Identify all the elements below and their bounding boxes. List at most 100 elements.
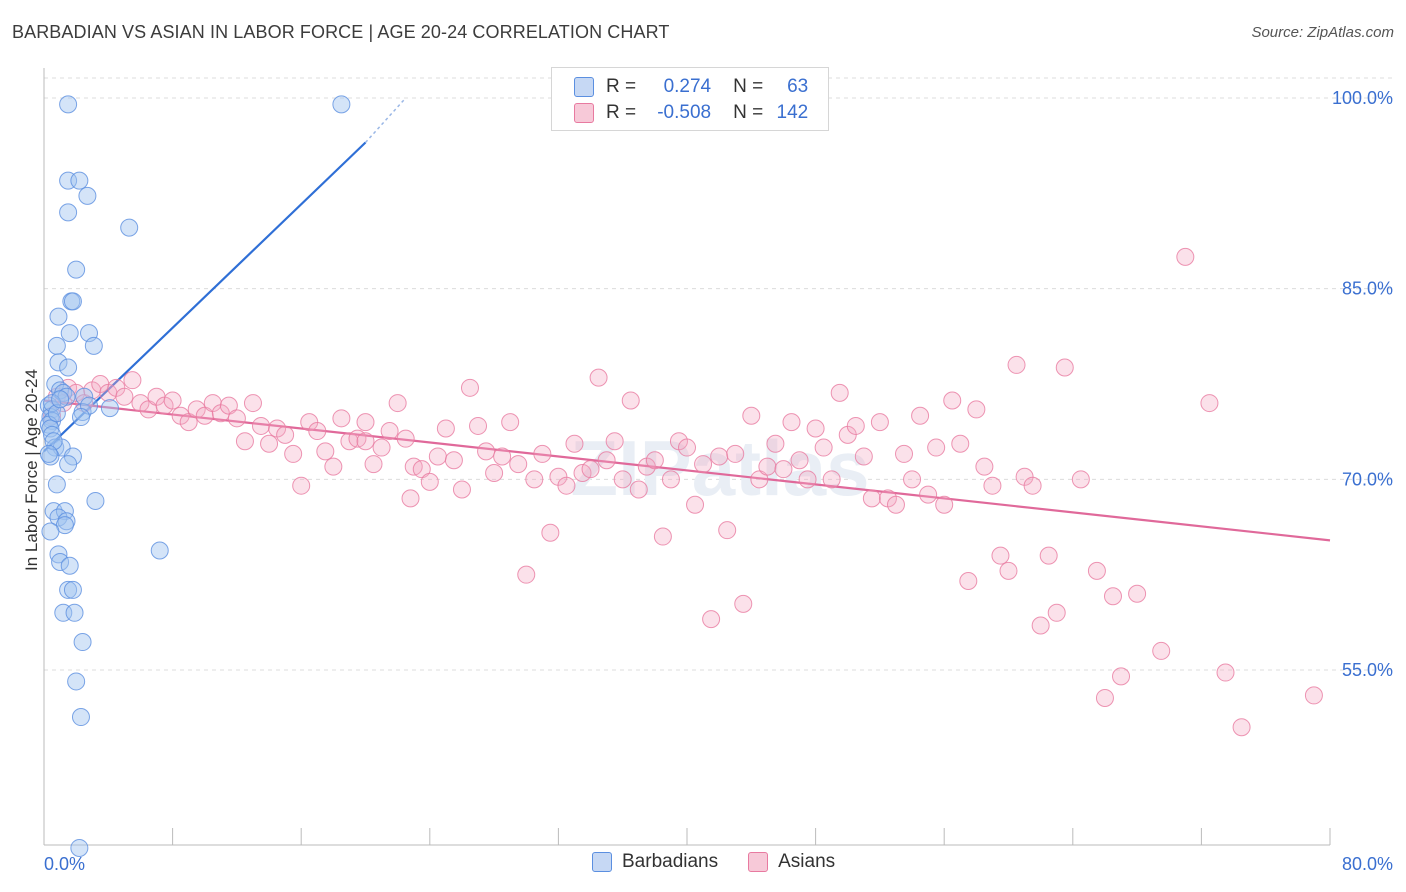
data-point-asians: [1031, 616, 1050, 635]
data-point-asians: [179, 413, 198, 432]
data-point-asians: [983, 476, 1002, 495]
data-point-asians: [1055, 358, 1074, 377]
y-tick-label: 70.0%: [1342, 469, 1393, 489]
data-point-asians: [412, 460, 431, 479]
data-point-barbadians: [60, 324, 79, 343]
data-point-asians: [629, 480, 648, 499]
data-point-asians: [525, 470, 544, 489]
data-point-asians: [356, 413, 375, 432]
data-point-barbadians: [59, 203, 78, 222]
data-point-asians: [485, 463, 504, 482]
y-tick-label: 100.0%: [1332, 88, 1393, 108]
data-point-asians: [541, 523, 560, 542]
data-point-barbadians: [100, 399, 119, 418]
asians-swatch: [748, 852, 769, 872]
data-point-barbadians: [70, 171, 89, 190]
data-point-asians: [766, 434, 785, 453]
data-point-barbadians: [47, 404, 66, 423]
data-point-asians: [774, 460, 793, 479]
data-point-asians: [718, 521, 737, 540]
data-point-barbadians: [67, 260, 86, 279]
data-point-asians: [308, 422, 327, 441]
data-point-asians: [284, 444, 303, 463]
data-point-asians: [380, 422, 399, 441]
data-point-asians: [123, 371, 142, 390]
n-label: N =: [733, 102, 764, 123]
data-point-asians: [1216, 663, 1235, 682]
data-point-asians: [260, 434, 279, 453]
data-point-asians: [460, 378, 479, 397]
data-point-asians: [951, 434, 970, 453]
data-point-barbadians: [47, 336, 66, 355]
data-point-barbadians: [63, 580, 82, 599]
data-point-asians: [396, 429, 415, 448]
data-point-barbadians: [71, 708, 90, 727]
data-point-asians: [401, 489, 420, 508]
data-point-asians: [919, 485, 938, 504]
data-point-asians: [822, 470, 841, 489]
data-point-asians: [533, 444, 552, 463]
data-point-asians: [227, 409, 246, 428]
data-point-asians: [726, 444, 745, 463]
data-point-asians: [653, 527, 672, 546]
y-tick-label: 85.0%: [1342, 279, 1393, 299]
data-point-asians: [1152, 641, 1171, 660]
data-point-asians: [621, 391, 640, 410]
data-point-asians: [324, 457, 343, 476]
trend-lines: [43, 97, 1331, 542]
data-point-barbadians: [47, 475, 66, 494]
data-point-asians: [163, 391, 182, 410]
data-point-asians: [686, 495, 705, 514]
data-point-asians: [999, 561, 1018, 580]
data-point-asians: [694, 455, 713, 474]
data-point-barbadians: [59, 455, 78, 474]
data-point-asians: [702, 610, 721, 629]
data-point-asians: [1023, 476, 1042, 495]
x-tick-label: 80.0%: [1342, 854, 1393, 874]
data-point-asians: [710, 447, 729, 466]
chart-title: BARBADIAN VS ASIAN IN LABOR FORCE | AGE …: [12, 22, 670, 42]
data-point-asians: [469, 416, 488, 435]
data-point-asians: [1232, 718, 1251, 737]
data-point-asians: [517, 565, 536, 584]
data-point-barbadians: [120, 218, 139, 237]
data-point-asians: [243, 394, 262, 413]
data-point-asians: [935, 495, 954, 514]
data-point-asians: [943, 391, 962, 410]
legend-row-asians: R = -0.508 N = 142: [574, 101, 808, 125]
data-point-asians: [316, 442, 335, 461]
data-point-asians: [678, 438, 696, 457]
barbadians-swatch: [592, 852, 612, 872]
data-point-asians: [758, 457, 777, 476]
data-point-barbadians: [59, 95, 78, 114]
data-point-asians: [452, 480, 471, 499]
legend-item-barbadians[interactable]: Barbadians: [592, 851, 718, 873]
data-point-asians: [806, 419, 825, 438]
barbadians-swatch: [574, 77, 594, 97]
data-point-asians: [581, 460, 600, 479]
data-point-barbadians: [75, 387, 94, 406]
data-point-barbadians: [150, 541, 169, 560]
data-point-asians: [854, 447, 873, 466]
data-point-barbadians: [60, 556, 79, 575]
data-point-asians: [862, 489, 881, 508]
n-label: N =: [733, 76, 764, 97]
tick-labels: 55.0% 70.0% 85.0% 100.0% 0.0% 80.0%: [44, 88, 1393, 874]
data-point-barbadians: [46, 438, 65, 457]
data-point-asians: [1103, 587, 1122, 606]
data-point-barbadians: [70, 838, 89, 857]
data-point-asians: [276, 425, 295, 444]
data-point-barbadians: [39, 444, 58, 463]
data-points: [39, 95, 1323, 857]
data-point-barbadians: [67, 672, 86, 691]
legend-item-asians[interactable]: Asians: [748, 851, 835, 873]
data-point-asians: [1176, 247, 1195, 266]
data-point-asians: [219, 396, 238, 415]
data-point-asians: [613, 470, 632, 489]
data-point-asians: [332, 409, 351, 428]
data-point-barbadians: [332, 95, 351, 114]
asians-swatch: [574, 103, 594, 123]
data-point-asians: [798, 470, 817, 489]
data-point-asians: [886, 495, 905, 514]
legend-label: Barbadians: [622, 851, 719, 872]
